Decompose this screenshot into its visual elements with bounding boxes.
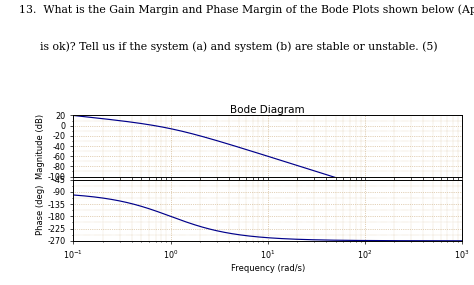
Text: 13.  What is the Gain Margin and Phase Margin of the Bode Plots shown below (App: 13. What is the Gain Margin and Phase Ma… [19, 4, 474, 15]
Text: is ok)? Tell us if the system (a) and system (b) are stable or unstable. (5): is ok)? Tell us if the system (a) and sy… [19, 41, 438, 52]
Y-axis label: Magnitude (dB): Magnitude (dB) [36, 113, 45, 179]
X-axis label: Frequency (rad/s): Frequency (rad/s) [231, 264, 305, 273]
Title: Bode Diagram: Bode Diagram [230, 105, 305, 115]
Y-axis label: Phase (deg): Phase (deg) [36, 185, 45, 235]
